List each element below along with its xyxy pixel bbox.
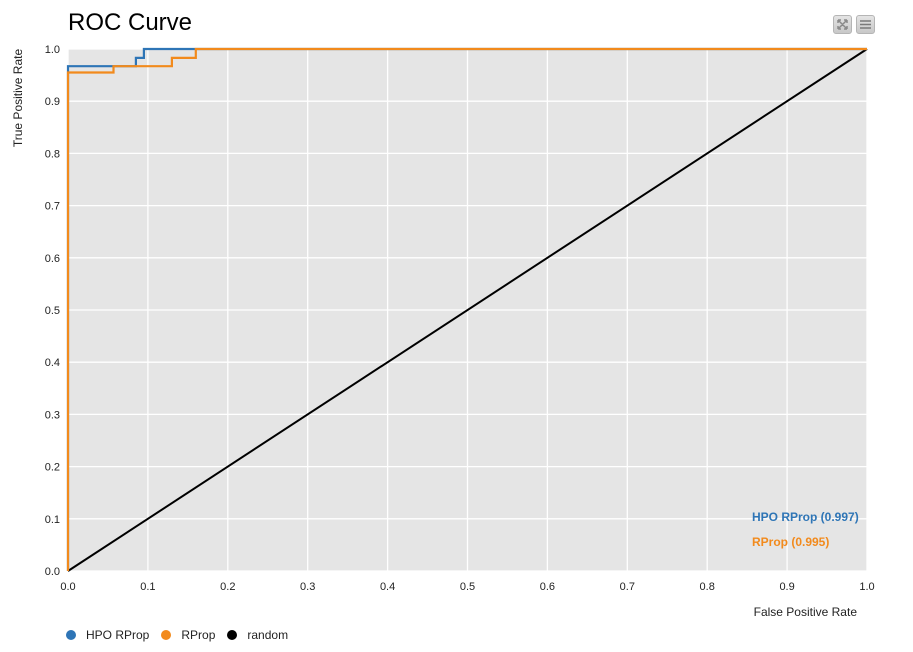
- y-tick-label: 0.4: [45, 357, 60, 369]
- y-tick-label: 0.1: [45, 514, 60, 526]
- legend: HPO RProp RProp random: [66, 628, 300, 642]
- expand-icon: [837, 19, 848, 30]
- legend-item-hpo-rprop[interactable]: HPO RProp: [66, 628, 149, 642]
- expand-button[interactable]: [833, 15, 852, 34]
- x-tick-label: 0.0: [60, 581, 75, 593]
- x-tick-label: 0.1: [140, 581, 155, 593]
- y-tick-label: 0.7: [45, 201, 60, 213]
- legend-dot-icon: [66, 630, 76, 640]
- y-tick-label: 0.5: [45, 305, 60, 317]
- auc-label-hpo-rprop: HPO RProp (0.997): [752, 510, 859, 524]
- y-tick-label: 0.2: [45, 462, 60, 474]
- x-tick-label: 0.3: [300, 581, 315, 593]
- legend-item-random[interactable]: random: [227, 628, 288, 642]
- x-axis-ticks: 0.0 0.1 0.2 0.3 0.4 0.5 0.6 0.7 0.8 0.9 1.0: [60, 581, 874, 593]
- grid-lines: [67, 48, 868, 572]
- y-axis-label: True Positive Rate: [11, 49, 25, 148]
- y-tick-label: 0.0: [45, 566, 60, 578]
- hamburger-menu-icon: [860, 20, 871, 29]
- y-tick-label: 0.6: [45, 253, 60, 265]
- y-tick-label: 1.0: [45, 44, 60, 56]
- legend-label: random: [247, 628, 289, 642]
- x-tick-label: 0.4: [380, 581, 395, 593]
- y-tick-label: 0.3: [45, 409, 60, 421]
- x-tick-label: 0.7: [620, 581, 635, 593]
- legend-label: HPO RProp: [86, 628, 150, 642]
- x-tick-label: 0.2: [220, 581, 235, 593]
- x-tick-label: 0.6: [540, 581, 555, 593]
- series-lines: [66, 47, 868, 572]
- series-line-random: [67, 48, 868, 572]
- y-axis-ticks: 0.0 0.1 0.2 0.3 0.4 0.5 0.6 0.7 0.8 0.9 1.0: [45, 44, 60, 578]
- legend-label: RProp: [181, 628, 216, 642]
- auc-label-rprop: RProp (0.995): [752, 535, 829, 549]
- y-tick-label: 0.9: [45, 96, 60, 108]
- y-tick-label: 0.8: [45, 148, 60, 160]
- x-tick-label: 1.0: [859, 581, 874, 593]
- legend-item-rprop[interactable]: RProp: [161, 628, 215, 642]
- x-tick-label: 0.8: [700, 581, 715, 593]
- x-axis-label: False Positive Rate: [754, 605, 858, 619]
- x-tick-label: 0.5: [460, 581, 475, 593]
- series-line-rprop: [66, 47, 867, 571]
- legend-dot-icon: [161, 630, 172, 640]
- x-tick-label: 0.9: [779, 581, 794, 593]
- chart-title: ROC Curve: [68, 9, 193, 36]
- series-line-hpo-rprop: [66, 47, 867, 571]
- menu-button[interactable]: [856, 15, 875, 34]
- legend-dot-icon: [227, 630, 238, 640]
